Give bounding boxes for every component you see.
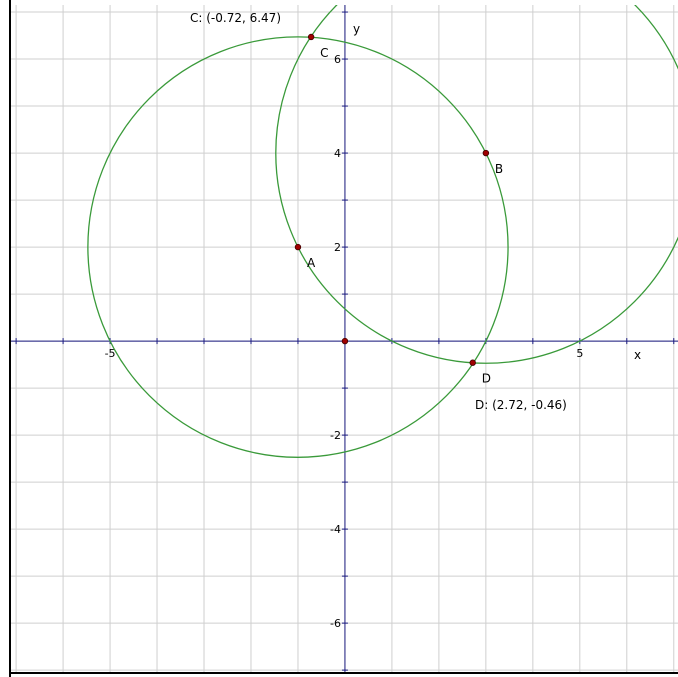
y-tick-label: 2 (334, 241, 341, 254)
circle (87, 36, 509, 458)
y-tick-label: 6 (334, 53, 341, 66)
point (469, 359, 476, 366)
point (482, 149, 490, 157)
point (341, 337, 349, 345)
x-axis-label: x (634, 348, 641, 362)
point-label: B (495, 162, 503, 176)
point-label: C (320, 46, 328, 60)
y-tick-label: -2 (330, 429, 341, 442)
y-tick-label: -4 (330, 523, 341, 536)
point-label: A (307, 256, 316, 270)
point (294, 243, 302, 251)
y-axis-label: y (353, 22, 360, 36)
x-tick-label: -5 (105, 347, 116, 360)
points: A B C D (294, 33, 503, 386)
y-tick-label: -6 (330, 617, 341, 630)
point-label: D (482, 372, 491, 386)
annotation: C: (-0.72, 6.47) (190, 11, 281, 25)
annotation: D: (2.72, -0.46) (475, 398, 567, 412)
point (307, 33, 315, 41)
shapes (87, 5, 678, 458)
y-tick-label: 4 (334, 147, 341, 160)
x-tick-label: 5 (576, 347, 583, 360)
circle (275, 5, 678, 364)
